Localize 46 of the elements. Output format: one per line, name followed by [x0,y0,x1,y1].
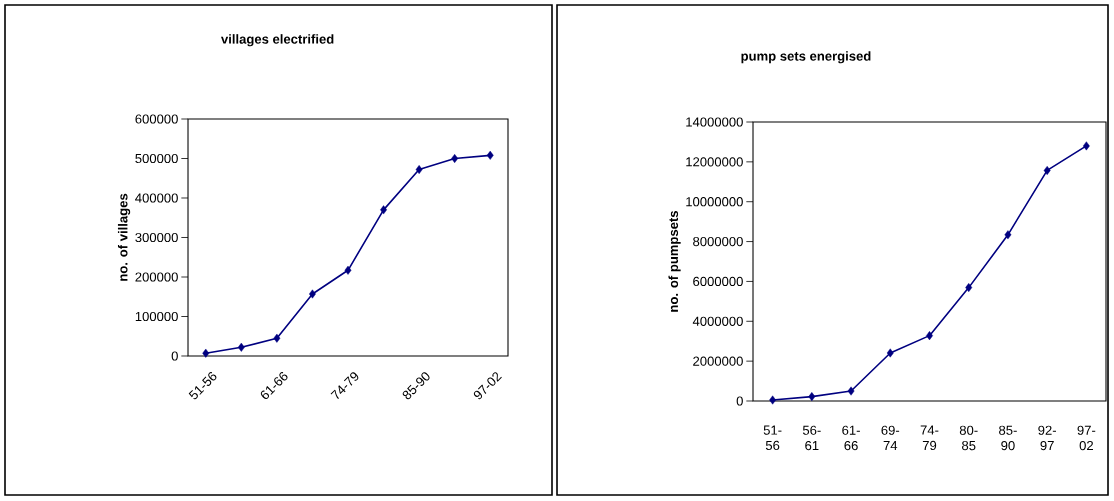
point [202,348,210,358]
x-tick-label: 69-74 [881,425,900,451]
x-tick-label: 97-02 [1077,425,1096,451]
y-tick-label: 300000 [135,232,178,243]
point [965,283,973,293]
point [380,205,387,215]
y-axis-title: no. of pumpsets [668,210,681,312]
y-tick-label: 2000000 [693,356,743,366]
point [1043,165,1051,175]
y-tick-label: 10000000 [686,197,743,207]
chart-title: pump sets energised [741,51,871,64]
y-tick-label: 14000000 [686,117,743,127]
y-tick-label: 6000000 [693,276,743,287]
y-tick-label: 600000 [135,114,178,124]
chart-title: villages electrified [221,34,334,47]
point [486,150,494,160]
point [847,386,855,396]
point [1004,230,1012,240]
point [344,265,352,275]
y-tick-label: 100000 [135,311,178,322]
point [237,342,245,352]
y-tick-label: 4000000 [692,316,743,326]
y-tick-label: 8000000 [693,236,743,247]
y-tick-label: 12000000 [686,157,743,167]
point [808,392,816,402]
point [451,154,459,163]
point [273,333,281,343]
x-tick-label: 51-56 [763,425,782,451]
y-tick-label: 400000 [135,193,178,203]
x-tick-label: 74-79 [920,425,939,451]
x-tick-label: 80-85 [959,425,978,451]
x-tick-label: 61-66 [842,425,860,451]
point [1082,141,1090,151]
x-tick-label: 56-61 [802,425,821,451]
y-tick-label: 0 [171,351,178,361]
y-tick-label: 200000 [135,272,178,282]
point [926,331,933,341]
x-tick-label: 92-97 [1038,425,1057,451]
point [886,348,894,358]
y-tick-label: 0 [736,396,743,406]
y-axis-title: no. of villages [117,193,131,281]
y-tick-label: 500000 [135,153,178,164]
point [769,395,777,405]
point [415,165,423,175]
point [309,289,316,299]
x-tick-label: 85-90 [999,425,1017,451]
